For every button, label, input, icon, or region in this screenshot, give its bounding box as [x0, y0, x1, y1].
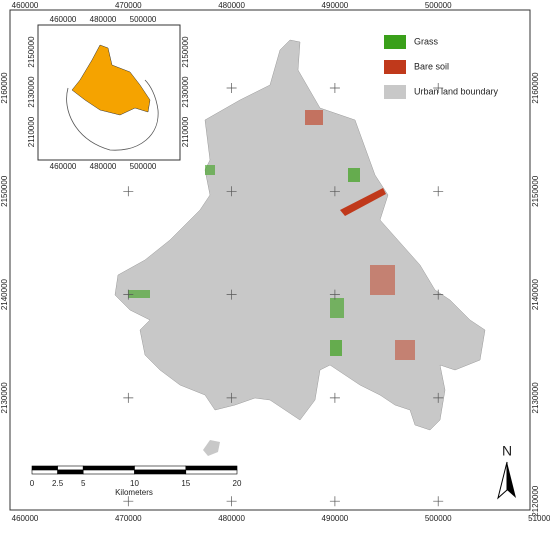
inset-y-label: 2150000 [181, 36, 190, 68]
grass-patch [330, 340, 342, 356]
x-label: 470000 [115, 1, 142, 10]
legend-label: Grass [414, 36, 439, 46]
inset-urban-area [71, 44, 151, 116]
bare-soil-patch [370, 265, 395, 295]
island [203, 440, 220, 456]
inset-y-label: 2130000 [181, 76, 190, 108]
inset-x-label: 480000 [90, 15, 117, 24]
y-label: 2160000 [531, 72, 540, 104]
inset-y-label: 2150000 [27, 36, 36, 68]
legend-label: Urban land boundary [414, 86, 499, 96]
grid-cross [329, 83, 340, 93]
urban-area [114, 39, 486, 456]
scale-segment [31, 469, 58, 475]
scale-label: 15 [181, 479, 190, 488]
grid-cross [329, 186, 340, 197]
grid-cross [433, 496, 444, 507]
scale-bar: Kilometers 0 2.5 5 10 15 20 [30, 465, 242, 497]
north-arrow-right [507, 462, 516, 498]
scale-label: 10 [130, 479, 139, 488]
y-label: 2140000 [0, 278, 9, 310]
grid-cross [226, 392, 237, 403]
scale-unit: Kilometers [115, 488, 153, 497]
scale-label: 5 [81, 479, 86, 488]
scale-segment [82, 465, 135, 471]
y-label: 2150000 [531, 175, 540, 207]
y-label: 2130000 [531, 382, 540, 414]
y-label: 2120000 [531, 485, 540, 517]
y-label: 2130000 [0, 382, 9, 414]
y-label: 2140000 [531, 278, 540, 310]
grid-cross [433, 289, 444, 300]
grid-cross [329, 289, 340, 300]
grass-patch [128, 290, 150, 298]
grid-cross [329, 392, 340, 403]
x-label: 500000 [425, 1, 452, 10]
x-label: 480000 [218, 1, 245, 10]
scale-segment [82, 469, 135, 475]
legend-label: Bare soil [414, 61, 449, 71]
scale-label: 0 [30, 479, 35, 488]
bare-soil-patch [340, 188, 386, 216]
grid-cross [226, 289, 237, 300]
scale-segment [31, 465, 58, 471]
x-label: 510000 [528, 514, 550, 523]
inset-x-label: 500000 [130, 162, 157, 171]
grid-cross [123, 186, 134, 197]
scale-segment [134, 469, 187, 475]
legend: Grass Bare soil Urban land boundary [384, 35, 499, 99]
bare-soil-patch [305, 110, 323, 125]
grass-patch [348, 168, 360, 182]
scale-label: 2.5 [52, 479, 64, 488]
grid-cross [123, 289, 134, 300]
x-label: 490000 [322, 514, 349, 523]
inset-x-label: 460000 [50, 162, 77, 171]
inset-y-label: 2130000 [27, 76, 36, 108]
bare-soil-patch [395, 340, 415, 360]
inset-outline [66, 79, 159, 151]
x-label: 480000 [218, 514, 245, 523]
grid-cross [123, 496, 134, 507]
inset-map [37, 24, 181, 161]
x-label: 470000 [115, 514, 142, 523]
grid-cross [226, 186, 237, 197]
north-arrow: N [497, 443, 516, 500]
grass-patch [330, 298, 344, 318]
scale-segment [57, 469, 84, 475]
grid-cross [226, 496, 237, 507]
grid-cross [433, 392, 444, 403]
grid-cross [433, 83, 444, 93]
scale-segment [185, 465, 238, 471]
y-label: 2150000 [0, 175, 9, 207]
scale-segment [185, 469, 238, 475]
north-label: N [502, 443, 512, 459]
scale-segment [134, 465, 187, 471]
inset-x-label: 460000 [50, 15, 77, 24]
grid-cross [123, 392, 134, 403]
urban-land-boundary [114, 39, 486, 431]
y-label: 2160000 [0, 72, 9, 104]
legend-swatch [384, 60, 406, 74]
inset-y-label: 2110000 [181, 116, 190, 147]
inset-x-label: 480000 [90, 162, 117, 171]
frame-labels: 460000 470000 480000 490000 500000 460000 4700… [0, 1, 550, 523]
x-label: 460000 [12, 514, 39, 523]
scale-segment [57, 465, 84, 471]
grid-cross [226, 83, 237, 93]
legend-swatch [384, 85, 406, 99]
legend-swatch [384, 35, 406, 49]
inset-y-label: 2110000 [27, 116, 36, 147]
grid-cross [329, 496, 340, 507]
scale-label: 20 [233, 479, 242, 488]
x-label: 500000 [425, 514, 452, 523]
grid-cross [433, 186, 444, 197]
x-label: 490000 [322, 1, 349, 10]
grass-patch [205, 165, 215, 175]
x-label: 460000 [12, 1, 39, 10]
inset-x-label: 500000 [130, 15, 157, 24]
